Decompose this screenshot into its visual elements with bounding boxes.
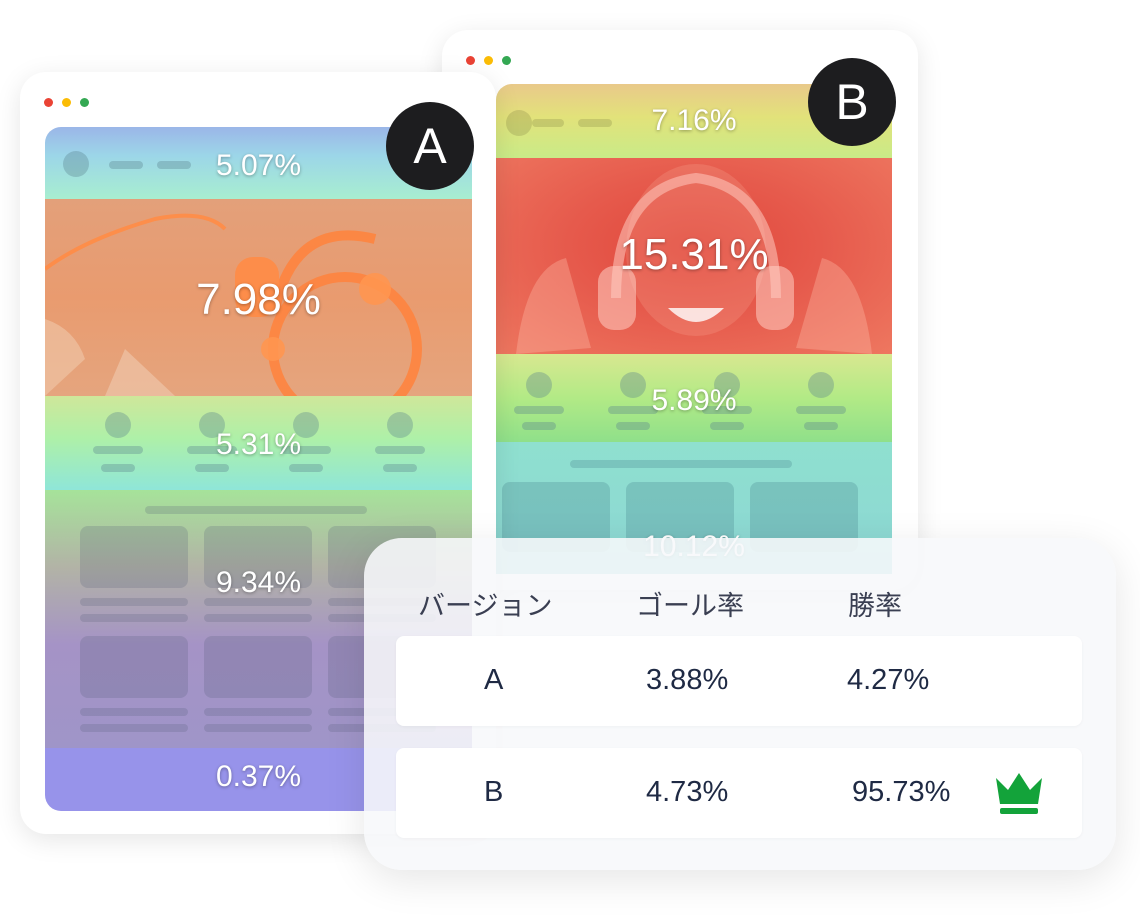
hero-image-headphones-model — [516, 164, 872, 354]
heat-percent-label: 0.37% — [215, 760, 302, 793]
window-controls — [466, 56, 511, 65]
close-dot-icon[interactable] — [466, 56, 475, 65]
heat-percent-label: 9.34% — [215, 566, 302, 599]
ab-test-results-panel: バージョン ゴール率 勝率 A 3.88% 4.27% B 4.73% 95.7… — [364, 538, 1116, 870]
heat-percent-label: 5.07% — [215, 149, 302, 182]
version-b-window: 7.16% 15.31% — [442, 30, 918, 590]
minimize-dot-icon[interactable] — [62, 98, 71, 107]
version-a-badge: A — [386, 102, 474, 190]
heat-section-hero: 15.31% — [496, 158, 892, 354]
version-cell: B — [484, 776, 504, 808]
column-header-win-rate: 勝率 — [848, 591, 902, 621]
window-controls — [44, 98, 89, 107]
version-b-badge: B — [808, 58, 896, 146]
table-row: A 3.88% 4.27% — [396, 636, 1082, 726]
heat-section-features: 5.31% — [45, 396, 472, 490]
heat-percent-label: 5.89% — [651, 384, 737, 417]
win-rate-cell: 95.73% — [852, 776, 951, 808]
heat-section-hero: 7.98% — [45, 199, 472, 396]
heat-percent-label: 7.16% — [651, 104, 737, 137]
hero-image-headphones — [45, 213, 422, 396]
goal-rate-cell: 4.73% — [646, 776, 729, 808]
version-b-heatmap: 7.16% 15.31% — [496, 84, 892, 574]
version-cell: A — [484, 664, 504, 696]
column-header-goal-rate: ゴール率 — [636, 591, 744, 621]
crown-icon — [996, 773, 1042, 814]
table-row: B 4.73% 95.73% — [396, 748, 1082, 838]
win-rate-cell: 4.27% — [847, 664, 930, 696]
heat-section-features: 5.89% — [496, 354, 892, 442]
heat-percent-label: 15.31% — [619, 230, 769, 279]
heat-percent-label: 5.31% — [215, 428, 302, 461]
maximize-dot-icon[interactable] — [80, 98, 89, 107]
column-header-version: バージョン — [418, 591, 553, 621]
heat-percent-label: 7.98% — [196, 275, 321, 324]
goal-rate-cell: 3.88% — [646, 664, 729, 696]
minimize-dot-icon[interactable] — [484, 56, 493, 65]
close-dot-icon[interactable] — [44, 98, 53, 107]
maximize-dot-icon[interactable] — [502, 56, 511, 65]
